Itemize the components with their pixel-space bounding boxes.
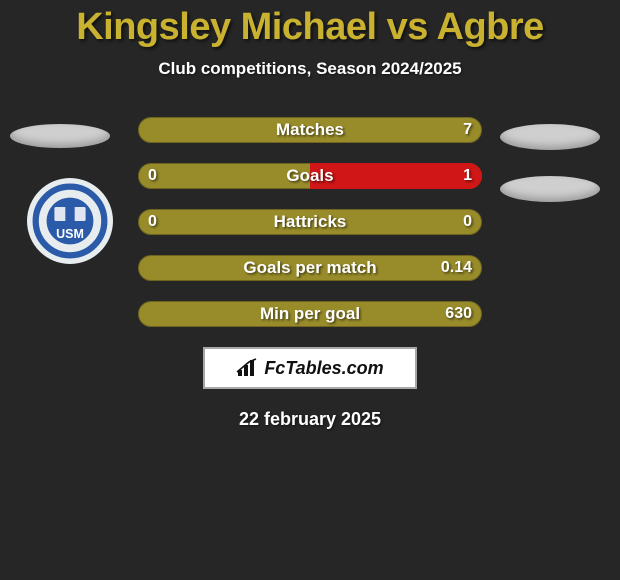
stat-value-right: 1: [463, 163, 472, 189]
watermark-text: FcTables.com: [264, 358, 383, 379]
comparison-bars: Matches7Goals01Hattricks00Goals per matc…: [138, 117, 482, 327]
stat-value-right: 0: [463, 209, 472, 235]
stat-value-left: 0: [148, 163, 157, 189]
player-photo-placeholder: [10, 124, 110, 148]
page-title: Kingsley Michael vs Agbre: [0, 0, 620, 49]
stat-bar: Goals per match0.14: [138, 255, 482, 281]
stat-value-right: 7: [463, 117, 472, 143]
stat-bar: Hattricks0 0: [138, 209, 482, 235]
stat-label: Goals: [138, 163, 482, 189]
player-photo-placeholder: [500, 124, 600, 150]
stat-value-left: 0: [148, 209, 157, 235]
stat-value-right: 0.14: [441, 255, 472, 281]
subtitle: Club competitions, Season 2024/2025: [0, 59, 620, 79]
stat-bar: Min per goal630: [138, 301, 482, 327]
player-photo-placeholder: [500, 176, 600, 202]
watermark: FcTables.com: [203, 347, 417, 389]
stat-bar: Matches7: [138, 117, 482, 143]
date-line: 22 february 2025: [0, 409, 620, 430]
stat-label: Min per goal: [138, 301, 482, 327]
stat-label: Matches: [138, 117, 482, 143]
stat-value-right: 630: [445, 301, 472, 327]
club-badge: USM: [27, 178, 113, 264]
stat-label: Hattricks: [138, 209, 482, 235]
stat-bar: Goals0 1: [138, 163, 482, 189]
stat-label: Goals per match: [138, 255, 482, 281]
bar-chart-icon: [236, 358, 258, 378]
club-badge-label: USM: [56, 227, 84, 241]
